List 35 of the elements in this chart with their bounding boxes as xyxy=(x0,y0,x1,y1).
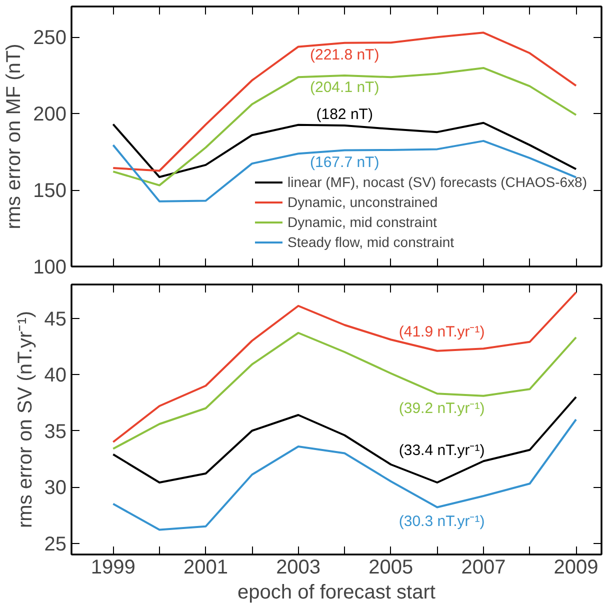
y-axis-title: rms error on MF (nT) xyxy=(3,44,26,230)
line-series xyxy=(112,418,578,531)
annotation: (41.9 nT.yr⁻¹) xyxy=(398,323,485,340)
y-tick-label: 200 xyxy=(33,104,67,126)
x-tick-label: 2009 xyxy=(554,556,598,578)
x-tick-label: 2001 xyxy=(183,556,228,578)
y-tick-label: 250 xyxy=(33,27,67,50)
y-tick-label: 150 xyxy=(33,180,67,202)
annotation: (30.3 nT.yr⁻¹) xyxy=(398,512,485,530)
legend-label: Dynamic, mid constraint xyxy=(287,214,437,230)
y-axis-title: rms error on SV (nT.yr⁻¹) xyxy=(14,310,36,528)
legend-label: Dynamic, unconstrained xyxy=(287,194,438,210)
x-tick-label: 2003 xyxy=(276,556,321,578)
x-tick-label: 2007 xyxy=(461,556,506,578)
line-series xyxy=(112,396,578,484)
y-tick-label: 100 xyxy=(33,256,67,278)
y-tick-label: 45 xyxy=(44,308,67,330)
line-series xyxy=(112,122,578,178)
legend-label: Steady flow, mid constraint xyxy=(287,234,454,250)
line-series xyxy=(112,32,578,172)
annotation: (167.7 nT) xyxy=(310,154,380,171)
y-tick-label: 40 xyxy=(44,364,67,386)
annotation: (182 nT) xyxy=(316,106,373,123)
x-axis-title: epoch of forecast start xyxy=(238,582,436,604)
annotation: (204.1 nT) xyxy=(310,78,380,96)
y-tick-label: 30 xyxy=(44,477,67,499)
annotation: (33.4 nT.yr⁻¹) xyxy=(398,442,485,459)
y-tick-label: 25 xyxy=(44,533,67,556)
x-tick-label: 1999 xyxy=(90,556,136,578)
annotation: (39.2 nT.yr⁻¹) xyxy=(398,400,485,418)
x-tick-label: 2005 xyxy=(368,556,414,578)
annotation: (221.8 nT) xyxy=(310,46,380,64)
y-tick-label: 35 xyxy=(44,420,67,443)
line-series xyxy=(112,291,578,443)
legend-label: linear (MF), nocast (SV) forecasts (CHAOS-6x8) xyxy=(287,174,587,190)
